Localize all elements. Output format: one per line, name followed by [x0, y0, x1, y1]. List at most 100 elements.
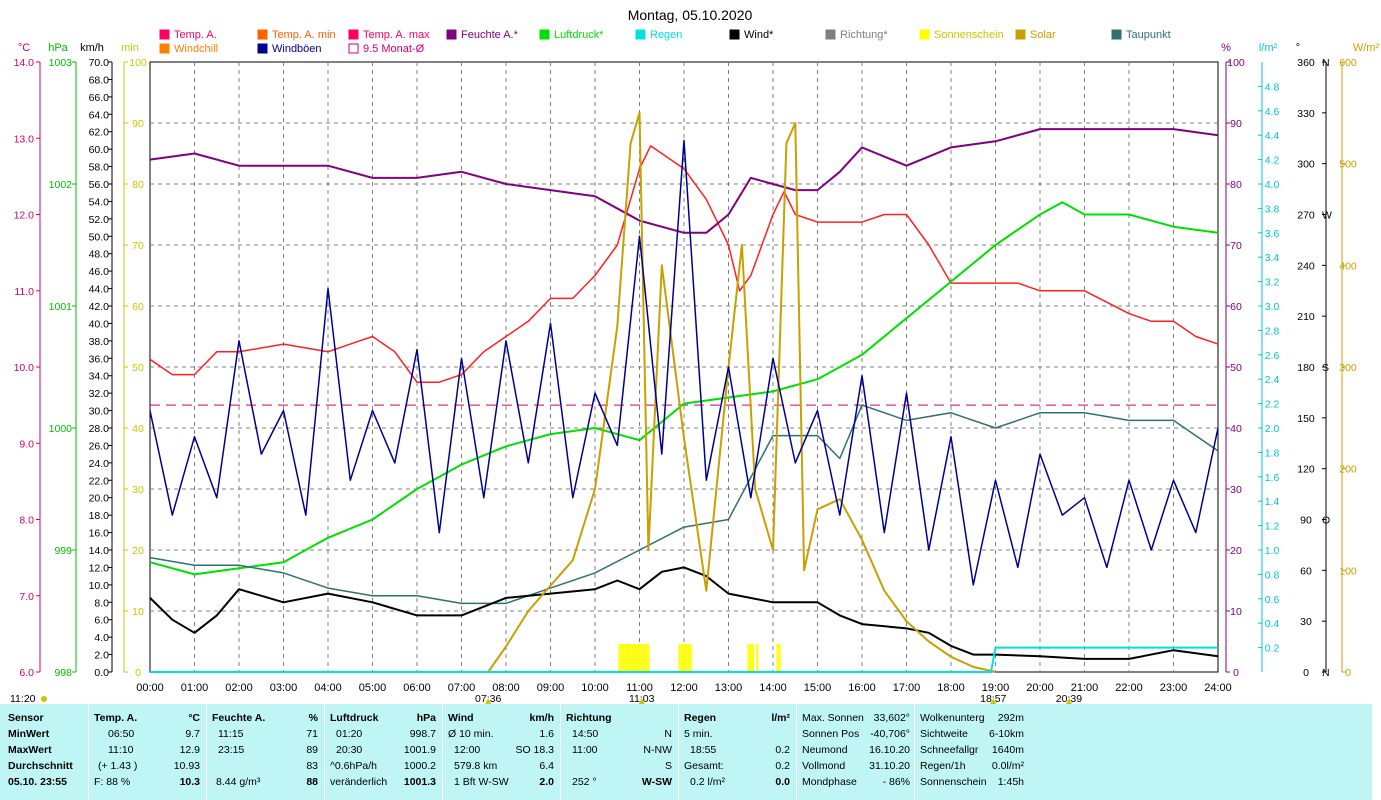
wind-axis-tick-label: 38.0 — [89, 336, 110, 348]
wind-header: Wind — [448, 712, 474, 724]
rain-interval: 5 min. — [684, 728, 713, 740]
rain-max-time: 18:55 — [690, 744, 717, 756]
astro-label-4: Vollmond — [802, 760, 846, 772]
wind-max-value: SO 18.3 — [515, 744, 554, 756]
series-line-windb-en — [149, 139, 1219, 586]
wind-axis-tick-label: 44.0 — [89, 284, 110, 296]
temp-axis-tick-label: 8.0 — [19, 515, 34, 527]
legend-label: Feuchte A.* — [461, 29, 519, 41]
rain-axis-tick-label: 1.0 — [1265, 545, 1280, 557]
max-label: MaxWert — [8, 744, 52, 756]
compass-label: W — [1322, 210, 1332, 222]
timestamp: 05.10. 23:55 — [8, 776, 67, 788]
legend-label: Regen — [650, 29, 682, 41]
x-tick-label: 04:00 — [314, 682, 342, 694]
compass-label: O — [1322, 515, 1330, 527]
rain-axis-tick-label: 2.6 — [1265, 350, 1280, 362]
misc-value-4: 0.0l/m² — [991, 760, 1024, 772]
compass-label: N — [1322, 667, 1330, 679]
compass-label: N — [1322, 57, 1330, 69]
humidity-axis-tick-label: 70 — [1230, 240, 1242, 252]
direction-axis-tick-label: 330 — [1297, 108, 1315, 120]
legend-label: Windchill — [174, 43, 218, 55]
x-tick-label: 10:00 — [581, 682, 609, 694]
pressure-axis-tick-label: 1000 — [49, 423, 73, 435]
wind-current-value: 2.0 — [539, 776, 554, 788]
temp-column: Temp. A. °C 06:50 9.7 11:10 12.9 (+ 1.43 ) 1… — [94, 710, 200, 790]
astro-value-1: 33,602° — [873, 712, 910, 724]
weather-chart: Montag, 05.10.2020 00:00 01:00 02:00 03:00 0… — [10, 7, 1380, 704]
solar-unit-label: W/m² — [1353, 42, 1380, 54]
astro-value-2: -40,706° — [870, 728, 910, 740]
rain-axis-tick-label: 1.6 — [1265, 472, 1280, 484]
direction-axis-tick-label: 30 — [1300, 616, 1312, 628]
rain-axis-tick-label: 2.4 — [1265, 374, 1280, 386]
press-current-value: 1001.3 — [403, 776, 436, 788]
wind-beaufort: 1 Bft W-SW — [454, 776, 509, 788]
rain-axis-tick-label: 4.2 — [1265, 155, 1280, 167]
misc-value-3: 1640m — [991, 744, 1024, 756]
series-line-regen — [150, 646, 1218, 673]
humidity-axis-tick-label: 80 — [1230, 179, 1242, 191]
avg-label: Durchschnitt — [8, 760, 73, 772]
event-marker-icon — [990, 698, 997, 704]
hum-abs: 8.44 g/m³ — [216, 776, 261, 788]
hum-unit: % — [308, 712, 318, 724]
press-trend: ^0.6hPa/h — [330, 760, 377, 772]
solar-axis-tick-label: 100 — [1339, 565, 1357, 577]
rain-axis-tick-label: 0.8 — [1265, 569, 1280, 581]
legend-label: Taupunkt — [1126, 29, 1171, 41]
direction-unit-label: ° — [1296, 42, 1300, 54]
legend-label: Sonnenschein — [934, 29, 1004, 41]
series-line-luftdruck- — [149, 201, 1219, 576]
wind-axis-tick-label: 58.0 — [89, 162, 110, 174]
rain-unit: l/m² — [771, 712, 790, 724]
compass-label: S — [1322, 362, 1329, 374]
sensor-header: Sensor — [8, 712, 44, 724]
misc-label-2: Sichtweite — [920, 728, 968, 740]
wind-axis-tick-label: 62.0 — [89, 127, 110, 139]
misc-value-5: 1:45h — [997, 776, 1024, 788]
astro-value-4: 31.10.20 — [869, 760, 910, 772]
wind-axis-tick-label: 30.0 — [89, 406, 110, 418]
direction-column: Richtung 14:50 N 11:00 N-NW S 252 ° W-SW — [566, 710, 672, 790]
event-marker-icon — [638, 698, 645, 704]
astro-label-1: Max. Sonnen — [802, 712, 864, 724]
x-tick-label: 13:00 — [715, 682, 743, 694]
rain-axis-tick-label: 3.2 — [1265, 277, 1280, 289]
x-tick-label: 08:00 — [492, 682, 520, 694]
humidity-axis-tick-label: 100 — [1227, 57, 1245, 69]
pressure-axis-tick-label: 1001 — [49, 301, 73, 313]
stats-panel: Sensor MinWert MaxWert Durchschnitt 05.1… — [0, 704, 1372, 800]
temp-axis-tick-label: 12.0 — [14, 210, 35, 222]
rain-axis-tick-label: 0.2 — [1265, 643, 1280, 655]
event-marker-icon — [1065, 698, 1072, 704]
wind-axis-tick-label: 52.0 — [89, 214, 110, 226]
rain-axis-tick-label: 3.8 — [1265, 203, 1280, 215]
temp-axis-tick-label: 10.0 — [14, 362, 35, 374]
wind-axis-tick-label: 40.0 — [89, 318, 110, 330]
wind-axis-tick-label: 26.0 — [89, 440, 110, 452]
wind-axis-tick-label: 68.0 — [89, 74, 110, 86]
dir-current-value: W-SW — [641, 776, 672, 788]
series-line-feuchte-a- — [149, 128, 1219, 234]
rain-axis-tick-label: 1.4 — [1265, 496, 1280, 508]
series-line-solar — [487, 111, 996, 673]
wind-unit: km/h — [529, 712, 554, 724]
astro-column: Max. Sonnen 33,602° Sonnen Pos -40,706° Ne… — [802, 710, 910, 790]
direction-axis-tick-label: 210 — [1297, 311, 1315, 323]
temp-axis-tick-label: 11.0 — [14, 286, 34, 298]
wind-axis-tick-label: 64.0 — [89, 109, 110, 121]
wind-axis-tick-label: 4.0 — [94, 632, 109, 644]
legend-swatch — [1111, 29, 1122, 40]
wind-distance: 579.8 km — [454, 760, 498, 772]
direction-axis-tick-label: 270 — [1297, 210, 1315, 222]
temp-avg-value: 10.93 — [173, 760, 200, 772]
astro-value-3: 16.10.20 — [869, 744, 910, 756]
rain-axis-tick-label: 3.6 — [1265, 228, 1280, 240]
humidity-unit-label: % — [1221, 42, 1231, 54]
rain-axis-tick-label: 2.2 — [1265, 399, 1280, 411]
x-tick-label: 24:00 — [1204, 682, 1232, 694]
rain-axis-tick-label: 2.0 — [1265, 423, 1280, 435]
legend-swatch — [257, 43, 268, 54]
